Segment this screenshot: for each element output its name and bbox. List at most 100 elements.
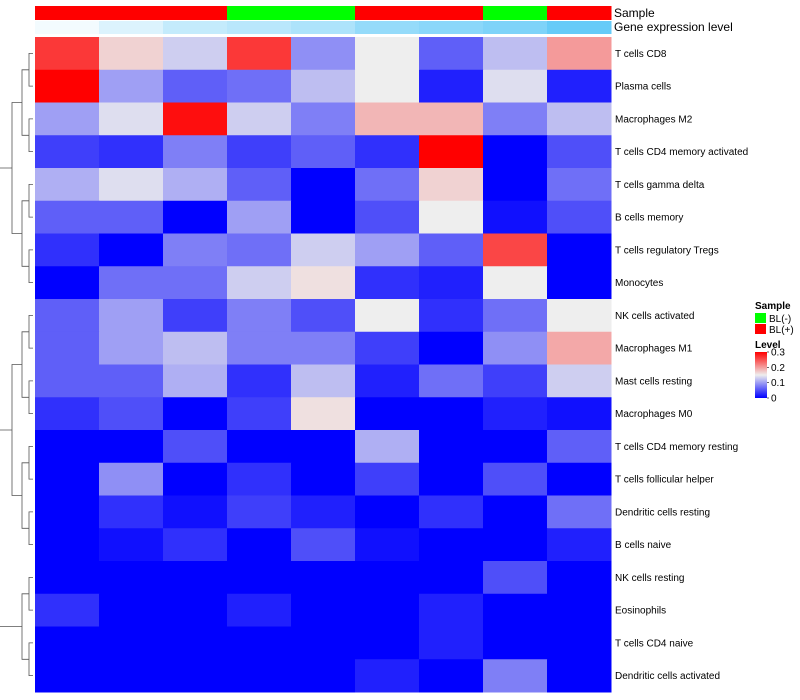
row-label: NK cells activated (615, 311, 694, 322)
heatmap-cell (547, 69, 612, 103)
dendrogram-branch (28, 446, 33, 480)
heatmap-cell (291, 233, 356, 267)
row-label: T cells CD4 memory resting (615, 442, 738, 453)
heatmap-cell (227, 397, 292, 431)
heatmap-cell (547, 397, 612, 431)
heatmap-cell (355, 364, 420, 398)
heatmap-cell (35, 397, 100, 431)
row-label: Dendritic cells resting (615, 507, 710, 518)
sample-annotation-cell (35, 6, 100, 20)
heatmap-cell (483, 102, 548, 136)
heatmap-cell (99, 462, 164, 496)
heatmap-cell (547, 299, 612, 333)
heatmap-cell (419, 397, 484, 431)
heatmap-cell (163, 168, 228, 202)
heatmap-cell (163, 495, 228, 529)
heatmap-cell (227, 626, 292, 660)
sample-annotation-cell (547, 6, 612, 20)
heatmap-cell (227, 462, 292, 496)
heatmap-cells (35, 37, 612, 693)
row-label: Dendritic cells activated (615, 671, 720, 682)
sample-annotation-cell (291, 6, 356, 20)
legend-tick-label: 0.2 (771, 363, 785, 374)
heatmap-cell (35, 135, 100, 169)
heatmap-cell (227, 430, 292, 464)
heatmap-cell (483, 593, 548, 627)
heatmap-cell (99, 593, 164, 627)
sample-annotation-cell (419, 6, 484, 20)
heatmap-cell (227, 495, 292, 529)
heatmap-cell (291, 561, 356, 595)
expression-annotation-cell (419, 21, 484, 34)
heatmap-cell (291, 168, 356, 202)
heatmap-cell (99, 331, 164, 365)
heatmap-cell (163, 69, 228, 103)
heatmap-cell (291, 200, 356, 234)
annotation-label-sample: Sample (614, 6, 655, 20)
heatmap-cell (291, 495, 356, 529)
heatmap-cell (355, 528, 420, 562)
heatmap-cell (163, 135, 228, 169)
heatmap-cell (35, 331, 100, 365)
dendrogram-branch (11, 364, 22, 496)
heatmap-cell (227, 331, 292, 365)
sample-annotation-cell (355, 6, 420, 20)
heatmap-cell (547, 528, 612, 562)
heatmap-cell (227, 69, 292, 103)
heatmap-cell (355, 266, 420, 300)
heatmap-cell (291, 299, 356, 333)
heatmap-cell (35, 659, 100, 693)
heatmap-cell (99, 626, 164, 660)
dendrogram-branch (28, 642, 33, 676)
heatmap-cell (227, 299, 292, 333)
heatmap-cell (163, 37, 228, 71)
sample-annotation-cell (227, 6, 292, 20)
heatmap-cell (163, 200, 228, 234)
dendrogram-branch (28, 184, 33, 218)
heatmap-cell (291, 397, 356, 431)
heatmap-cell (35, 528, 100, 562)
row-label: Macrophages M2 (615, 114, 693, 125)
row-label: T cells CD4 naive (615, 638, 694, 649)
heatmap-cell (547, 495, 612, 529)
heatmap-cell (35, 462, 100, 496)
heatmap-cell (419, 200, 484, 234)
row-label: Eosinophils (615, 606, 666, 617)
legend-level-ticks: 0.3 0.2 0.1 0 (767, 348, 785, 405)
heatmap-cell (355, 397, 420, 431)
heatmap-cell (483, 37, 548, 71)
row-label: T cells CD4 memory activated (615, 147, 748, 158)
heatmap-cell (547, 233, 612, 267)
expression-annotation-cell (35, 21, 100, 34)
dendrogram-branch (28, 577, 33, 611)
heatmap-cell (99, 659, 164, 693)
heatmap-cell (355, 37, 420, 71)
heatmap-cell (419, 135, 484, 169)
expression-annotation-cell (227, 21, 292, 34)
dendrogram-branch (28, 118, 33, 152)
heatmap-cell (419, 102, 484, 136)
heatmap-cell (483, 364, 548, 398)
heatmap-cell (355, 200, 420, 234)
heatmap-cell (99, 233, 164, 267)
heatmap-cell (355, 331, 420, 365)
heatmap-cell (227, 266, 292, 300)
heatmap-cell (99, 495, 164, 529)
heatmap-cell (163, 593, 228, 627)
dendrogram-branch (28, 511, 33, 545)
expression-annotation-cell (163, 21, 228, 34)
heatmap-cell (419, 561, 484, 595)
row-labels: T cells CD8 Plasma cells Macrophages M2 T c… (615, 49, 748, 682)
heatmap-cell (99, 397, 164, 431)
heatmap-cell (483, 168, 548, 202)
annotation-labels: Sample Gene expression level (614, 6, 733, 34)
heatmap-cell (227, 168, 292, 202)
heatmap-cell (99, 266, 164, 300)
heatmap-cell (419, 299, 484, 333)
legend-label-bl-plus: BL(+) (769, 325, 794, 336)
dendrogram-branch (28, 315, 33, 349)
heatmap-cell (355, 69, 420, 103)
dendrogram-branch (21, 69, 29, 136)
heatmap-cell (99, 200, 164, 234)
heatmap-cell (419, 528, 484, 562)
